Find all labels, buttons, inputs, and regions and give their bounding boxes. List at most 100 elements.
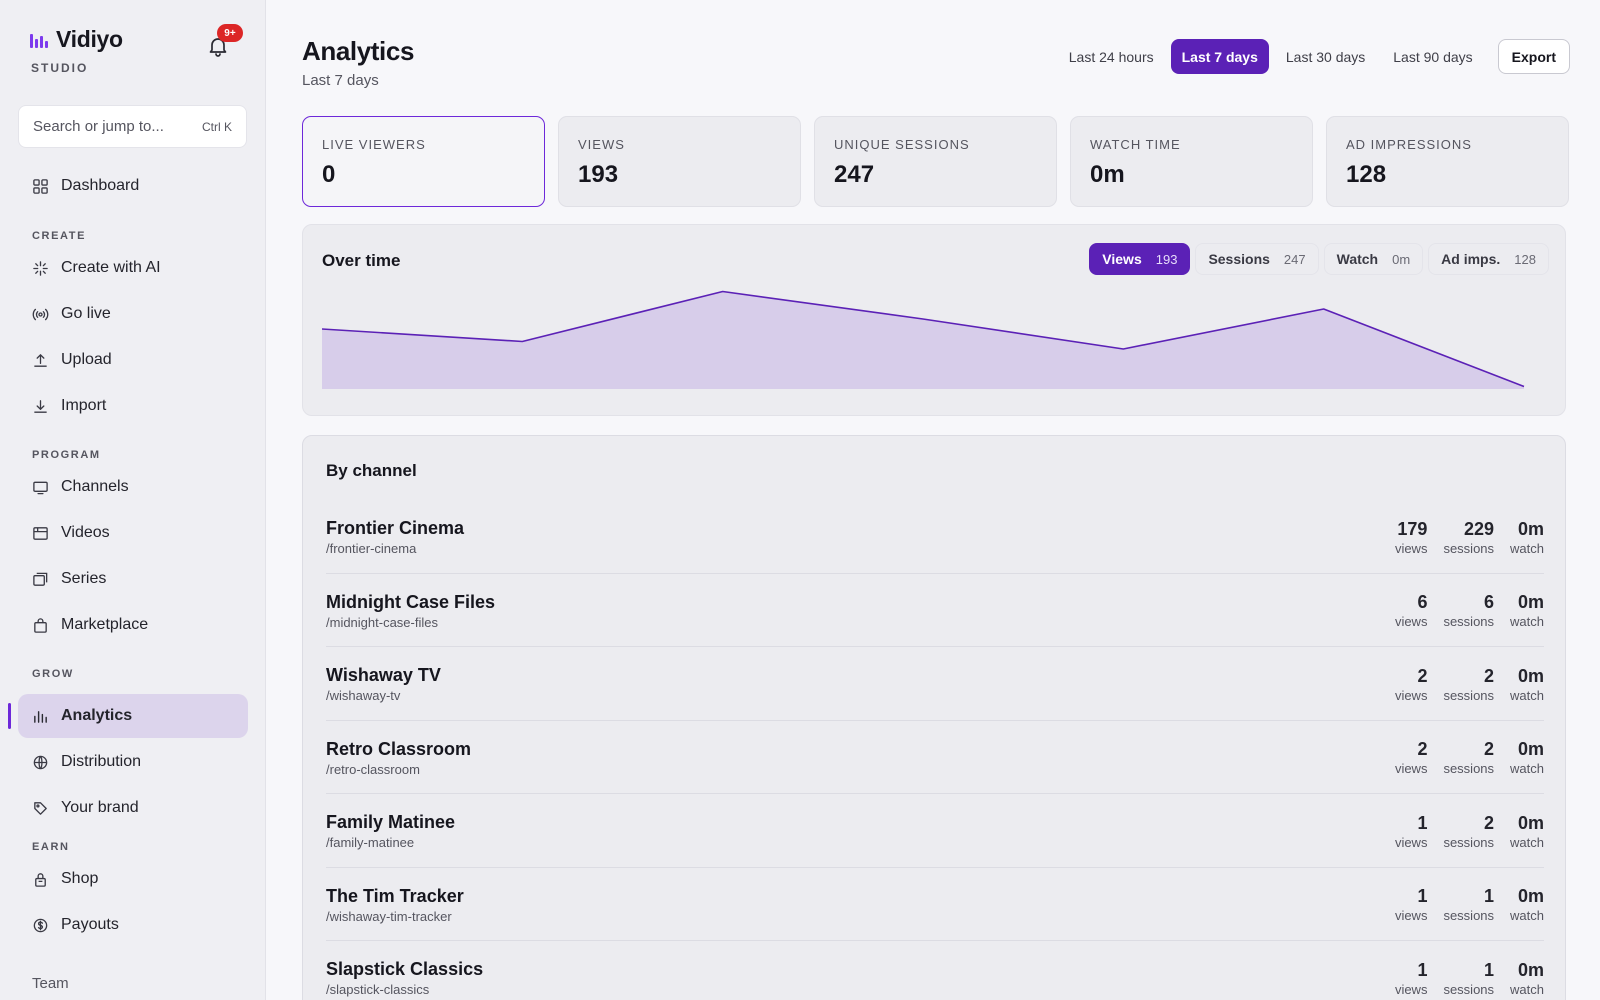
stat-views: 1 views bbox=[1395, 960, 1428, 997]
stat-label: views bbox=[1394, 908, 1428, 924]
metric-tab-label: Views bbox=[1102, 251, 1142, 267]
sidebar-item-label: Go live bbox=[61, 305, 111, 322]
channel-slug: /wishaway-tv bbox=[326, 688, 401, 704]
stat-sessions: 2 sessions bbox=[1443, 666, 1494, 703]
channel-row[interactable]: Retro Classroom/retro-classroom 2 views 2 se… bbox=[326, 721, 1544, 794]
kpi-card-live-viewers[interactable]: LIVE VIEWERS 0 bbox=[302, 116, 545, 207]
kpi-row: LIVE VIEWERS 0 VIEWS 193 UNIQUE SESSIONS… bbox=[302, 116, 1569, 207]
kpi-card-watch-time[interactable]: WATCH TIME 0m bbox=[1070, 116, 1313, 207]
stat-value: 229 bbox=[1463, 518, 1495, 539]
sidebar-item-videos[interactable]: Videos bbox=[18, 511, 248, 555]
chart-title: Over time bbox=[322, 251, 401, 270]
sidebar-item-channels[interactable]: Channels bbox=[18, 465, 248, 509]
date-range-selector: Last 24 hours Last 7 days Last 30 days L… bbox=[1058, 39, 1570, 74]
stat-label: sessions bbox=[1443, 540, 1495, 556]
sidebar-item-create-with-ai[interactable]: Create with AI bbox=[18, 246, 248, 290]
stat-views: 1 views bbox=[1395, 886, 1428, 923]
channel-row[interactable]: Slapstick Classics/slapstick-classics 1 vi… bbox=[326, 941, 1544, 1000]
grid-icon bbox=[33, 178, 48, 194]
sidebar-item-import[interactable]: Import bbox=[18, 384, 248, 428]
metric-tab-ad-imps[interactable]: Ad imps. 128 bbox=[1428, 243, 1549, 275]
sidebar-item-label: Videos bbox=[61, 524, 110, 541]
sidebar-item-go-live[interactable]: Go live bbox=[18, 292, 248, 336]
stat-label: views bbox=[1394, 981, 1428, 997]
channel-row[interactable]: The Tim Tracker/wishaway-tim-tracker 1 vie… bbox=[326, 868, 1544, 941]
kpi-value: 0m bbox=[1090, 161, 1125, 188]
sidebar-item-label: Channels bbox=[61, 478, 129, 495]
export-button[interactable]: Export bbox=[1497, 39, 1570, 74]
stat-label: watch bbox=[1510, 834, 1544, 850]
lock-bag-icon bbox=[35, 872, 46, 887]
stat-sessions: 229 sessions bbox=[1443, 519, 1494, 556]
sidebar-item-dashboard[interactable]: Dashboard bbox=[18, 164, 248, 208]
brand[interactable]: Vidiyo STUDIO bbox=[30, 26, 123, 75]
channel-row[interactable]: Family Matinee/family-matinee 1 views 2 sess… bbox=[326, 794, 1544, 868]
stat-sessions: 1 sessions bbox=[1443, 886, 1494, 923]
stat-views: 2 views bbox=[1395, 666, 1428, 703]
stat-label: watch bbox=[1510, 540, 1544, 556]
kpi-card-unique-sessions[interactable]: UNIQUE SESSIONS 247 bbox=[814, 116, 1057, 207]
channel-stats: 2 views 2 sessions 0m watch bbox=[1395, 739, 1544, 776]
stat-label: watch bbox=[1510, 981, 1544, 997]
search-input[interactable]: Search or jump to... Ctrl K bbox=[18, 105, 247, 148]
sidebar-item-series[interactable]: Series bbox=[18, 557, 248, 601]
metric-tab-watch[interactable]: Watch 0m bbox=[1323, 243, 1424, 275]
range-24h-button[interactable]: Last 24 hours bbox=[1068, 48, 1154, 65]
metric-tab-views[interactable]: Views 193 bbox=[1089, 243, 1191, 275]
stat-watch: 0m watch bbox=[1510, 666, 1544, 703]
search-shortcut: Ctrl K bbox=[202, 119, 232, 134]
channel-row[interactable]: Wishaway TV/wishaway-tv 2 views 2 sessions 0m… bbox=[326, 647, 1544, 721]
channel-name: Wishaway TV bbox=[326, 665, 441, 686]
stat-value: 2 bbox=[1484, 812, 1495, 833]
kpi-card-views[interactable]: VIEWS 193 bbox=[558, 116, 801, 207]
views-area-chart bbox=[322, 290, 1525, 389]
sidebar-item-label: Shop bbox=[61, 870, 99, 887]
channel-stats: 2 views 2 sessions 0m watch bbox=[1395, 666, 1544, 703]
channel-row[interactable]: Midnight Case Files/midnight-case-files 6… bbox=[326, 574, 1544, 647]
sidebar-item-shop[interactable]: Shop bbox=[18, 857, 248, 901]
sidebar: Vidiyo STUDIO 9+ Search or jump to... Ct… bbox=[0, 0, 266, 1000]
stat-label: views bbox=[1394, 761, 1428, 777]
sidebar-item-marketplace[interactable]: Marketplace bbox=[18, 603, 248, 647]
stat-label: sessions bbox=[1443, 981, 1495, 997]
sidebar-item-upload[interactable]: Upload bbox=[18, 338, 248, 382]
sidebar-item-distribution[interactable]: Distribution bbox=[18, 740, 248, 784]
brand-name: Vidiyo bbox=[56, 26, 123, 52]
channel-row[interactable]: Frontier Cinema/frontier-cinema 179 views 2… bbox=[326, 500, 1544, 574]
range-7d-button[interactable]: Last 7 days bbox=[1170, 39, 1269, 74]
channel-name: Slapstick Classics bbox=[326, 959, 484, 980]
metric-tab-label: Ad imps. bbox=[1441, 251, 1501, 267]
kpi-label: LIVE VIEWERS bbox=[322, 137, 426, 152]
stat-label: sessions bbox=[1443, 834, 1495, 850]
stack-icon bbox=[33, 572, 48, 586]
sparkle-icon bbox=[33, 260, 48, 276]
range-90d-button[interactable]: Last 90 days bbox=[1393, 48, 1473, 65]
sidebar-item-analytics[interactable]: Analytics bbox=[18, 694, 248, 738]
channel-info: Wishaway TV/wishaway-tv bbox=[326, 665, 441, 703]
range-30d-button[interactable]: Last 30 days bbox=[1285, 48, 1366, 65]
sidebar-item-your-brand[interactable]: Your brand bbox=[18, 786, 248, 830]
metric-tab-value: 247 bbox=[1283, 251, 1306, 267]
stat-watch: 0m watch bbox=[1510, 519, 1544, 556]
metric-tab-sessions[interactable]: Sessions 247 bbox=[1195, 243, 1319, 275]
sidebar-item-payouts[interactable]: Payouts bbox=[18, 903, 248, 947]
stat-value: 6 bbox=[1484, 592, 1495, 613]
film-icon bbox=[33, 526, 48, 540]
stat-sessions: 1 sessions bbox=[1443, 960, 1494, 997]
channel-list: Frontier Cinema/frontier-cinema 179 views 2… bbox=[326, 500, 1544, 1000]
channel-stats: 1 views 1 sessions 0m watch bbox=[1395, 886, 1544, 923]
page-subtitle: Last 7 days bbox=[302, 72, 379, 89]
channel-stats: 1 views 2 sessions 0m watch bbox=[1395, 813, 1544, 850]
sidebar-item-label: Payouts bbox=[61, 916, 119, 933]
stat-label: watch bbox=[1510, 614, 1544, 630]
upload-icon bbox=[34, 353, 47, 367]
notification-badge: 9+ bbox=[217, 24, 243, 42]
channel-name: Frontier Cinema bbox=[326, 518, 465, 539]
channel-info: Slapstick Classics/slapstick-classics bbox=[326, 959, 483, 997]
stat-label: sessions bbox=[1443, 761, 1495, 777]
sidebar-item-team[interactable]: Team bbox=[18, 971, 248, 1000]
channel-slug: /slapstick-classics bbox=[326, 982, 430, 998]
kpi-card-ad-impressions[interactable]: AD IMPRESSIONS 128 bbox=[1326, 116, 1569, 207]
monitor-icon bbox=[33, 481, 48, 494]
stat-value: 0m bbox=[1517, 592, 1544, 613]
